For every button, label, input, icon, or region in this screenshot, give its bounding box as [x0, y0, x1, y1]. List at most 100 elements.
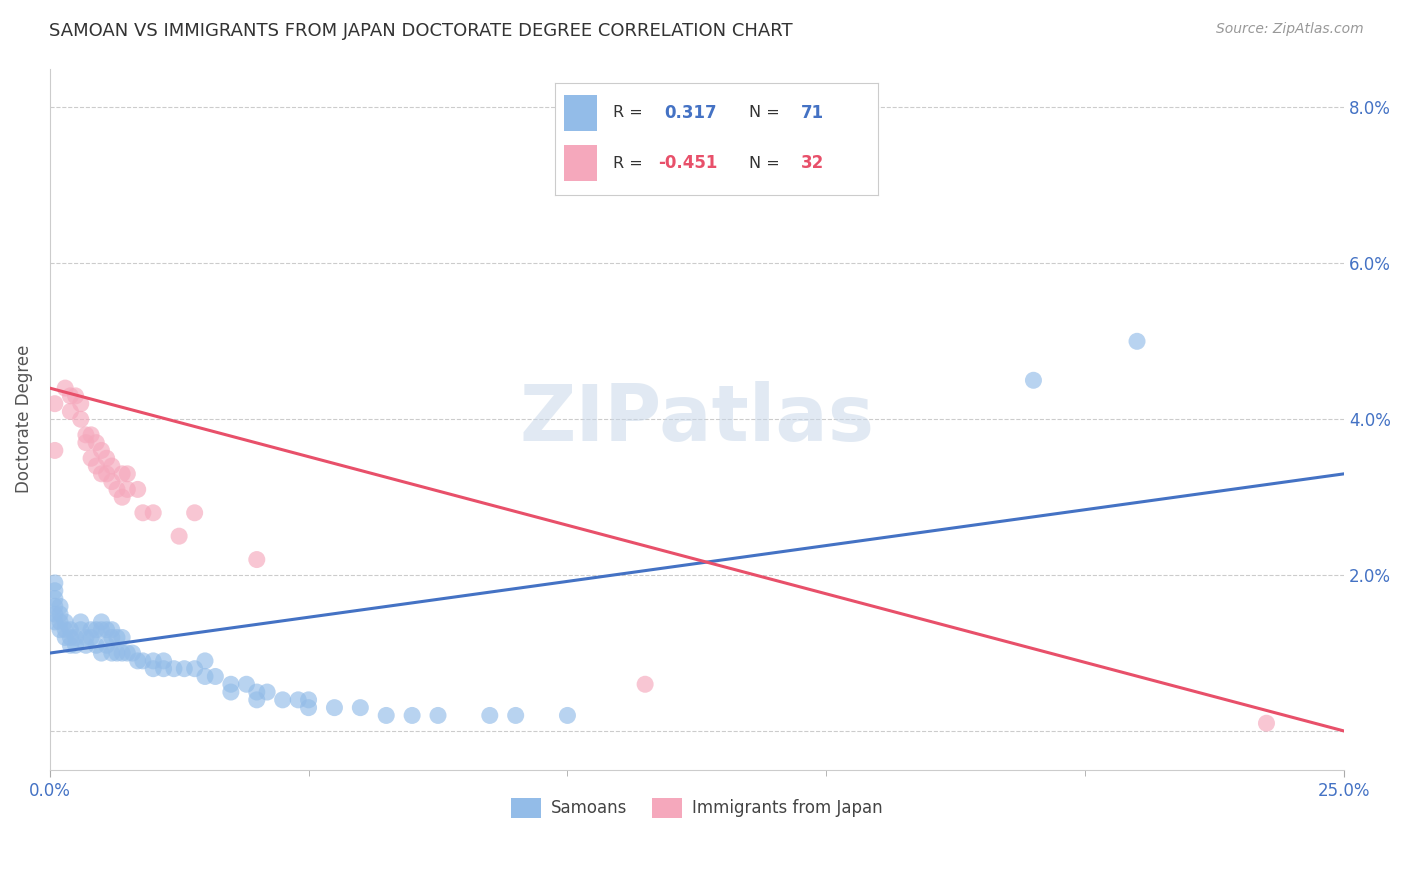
- Point: [84, 623, 107, 637]
- Point: [59, 389, 82, 403]
- Point: [49, 599, 72, 614]
- Point: [105, 646, 128, 660]
- Point: [173, 662, 195, 676]
- Point: [246, 693, 269, 707]
- Point: [256, 685, 278, 699]
- Point: [349, 700, 371, 714]
- Point: [69, 623, 91, 637]
- Point: [90, 615, 112, 629]
- Point: [49, 615, 72, 629]
- Point: [1126, 334, 1149, 349]
- Point: [204, 669, 226, 683]
- Point: [101, 475, 124, 489]
- Point: [152, 654, 174, 668]
- Point: [167, 529, 190, 543]
- Point: [84, 458, 107, 473]
- Point: [80, 451, 103, 466]
- Point: [90, 623, 112, 637]
- Point: [49, 607, 72, 621]
- Point: [478, 708, 501, 723]
- Point: [271, 693, 294, 707]
- Point: [96, 467, 118, 481]
- Point: [557, 708, 579, 723]
- Point: [142, 506, 165, 520]
- Point: [101, 646, 124, 660]
- Point: [105, 631, 128, 645]
- Point: [65, 638, 87, 652]
- Point: [65, 631, 87, 645]
- Point: [287, 693, 309, 707]
- Point: [80, 427, 103, 442]
- Point: [53, 615, 76, 629]
- Point: [69, 615, 91, 629]
- Point: [634, 677, 657, 691]
- Point: [163, 662, 186, 676]
- Point: [65, 389, 87, 403]
- Point: [297, 693, 319, 707]
- Point: [44, 443, 66, 458]
- Point: [80, 631, 103, 645]
- Point: [44, 615, 66, 629]
- Point: [59, 638, 82, 652]
- Text: SAMOAN VS IMMIGRANTS FROM JAPAN DOCTORATE DEGREE CORRELATION CHART: SAMOAN VS IMMIGRANTS FROM JAPAN DOCTORAT…: [49, 22, 793, 40]
- Point: [53, 631, 76, 645]
- Point: [69, 397, 91, 411]
- Point: [90, 443, 112, 458]
- Point: [75, 638, 97, 652]
- Point: [75, 631, 97, 645]
- Point: [59, 631, 82, 645]
- Point: [427, 708, 450, 723]
- Point: [183, 662, 205, 676]
- Point: [152, 662, 174, 676]
- Point: [80, 623, 103, 637]
- Point: [96, 623, 118, 637]
- Point: [90, 467, 112, 481]
- Point: [101, 458, 124, 473]
- Point: [127, 654, 149, 668]
- Point: [49, 623, 72, 637]
- Point: [194, 669, 217, 683]
- Point: [101, 631, 124, 645]
- Point: [121, 646, 143, 660]
- Point: [111, 646, 134, 660]
- Point: [1022, 373, 1045, 387]
- Point: [142, 654, 165, 668]
- Point: [96, 451, 118, 466]
- Point: [235, 677, 257, 691]
- Point: [183, 506, 205, 520]
- Point: [375, 708, 398, 723]
- Y-axis label: Doctorate Degree: Doctorate Degree: [15, 345, 32, 493]
- Point: [75, 427, 97, 442]
- Point: [132, 506, 155, 520]
- Text: ZIPatlas: ZIPatlas: [519, 381, 875, 458]
- Point: [401, 708, 423, 723]
- Point: [105, 483, 128, 497]
- Point: [117, 483, 139, 497]
- Point: [127, 483, 149, 497]
- Point: [96, 638, 118, 652]
- Point: [44, 583, 66, 598]
- Point: [84, 638, 107, 652]
- Point: [44, 607, 66, 621]
- Point: [69, 412, 91, 426]
- Point: [111, 631, 134, 645]
- Point: [44, 397, 66, 411]
- Point: [297, 700, 319, 714]
- Point: [117, 646, 139, 660]
- Point: [246, 552, 269, 566]
- Point: [111, 490, 134, 504]
- Point: [142, 662, 165, 676]
- Point: [44, 599, 66, 614]
- Point: [84, 435, 107, 450]
- Legend: Samoans, Immigrants from Japan: Samoans, Immigrants from Japan: [505, 791, 890, 825]
- Point: [53, 381, 76, 395]
- Point: [132, 654, 155, 668]
- Point: [75, 435, 97, 450]
- Point: [53, 623, 76, 637]
- Point: [44, 576, 66, 591]
- Point: [90, 646, 112, 660]
- Point: [246, 685, 269, 699]
- Point: [219, 677, 242, 691]
- Text: Source: ZipAtlas.com: Source: ZipAtlas.com: [1216, 22, 1364, 37]
- Point: [1256, 716, 1278, 731]
